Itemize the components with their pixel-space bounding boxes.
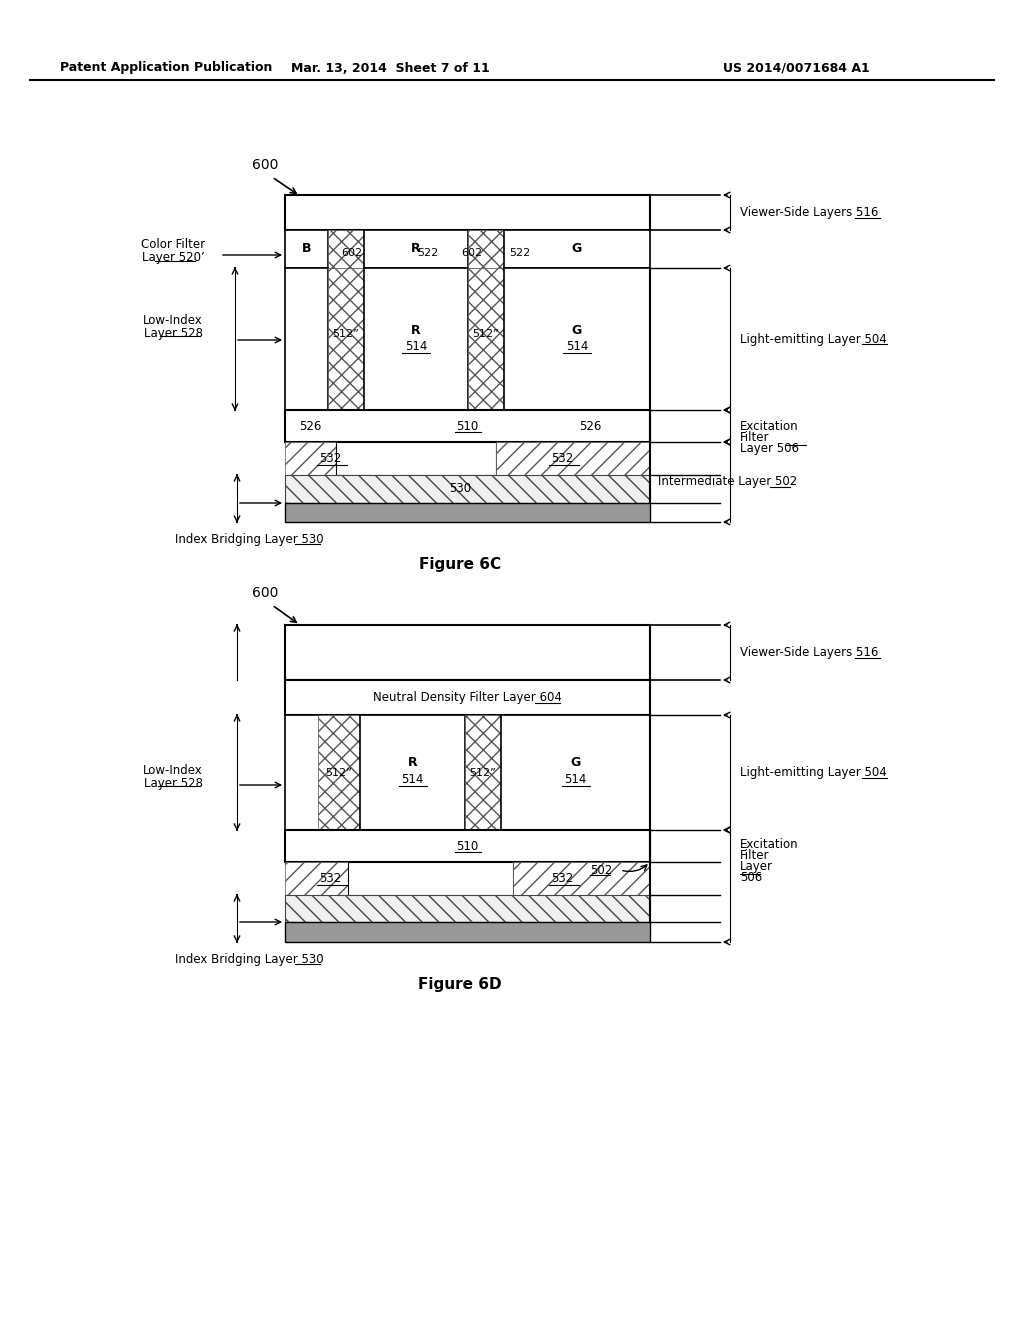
Text: Figure 6D: Figure 6D [418,977,502,991]
Bar [285,230,328,268]
Text: 512”: 512” [472,329,500,339]
Text: Light-emitting Layer 504: Light-emitting Layer 504 [740,766,887,779]
Text: 532: 532 [318,451,341,465]
Text: Layer 528: Layer 528 [143,326,203,339]
Text: Figure 6C: Figure 6C [419,557,501,572]
Text: 506: 506 [740,871,762,884]
Text: G: G [571,243,582,256]
Text: Filter: Filter [740,432,769,444]
Text: 602: 602 [341,248,362,257]
Bar [496,442,650,475]
Text: 530: 530 [449,483,471,495]
Text: Viewer-Side Layers 516: Viewer-Side Layers 516 [740,206,879,219]
Text: R: R [408,756,418,770]
Text: Viewer-Side Layers 516: Viewer-Side Layers 516 [740,645,879,659]
Text: 532: 532 [551,873,573,884]
Text: US 2014/0071684 A1: US 2014/0071684 A1 [723,62,870,74]
Bar [318,715,360,830]
Bar [501,715,650,830]
Text: 510: 510 [457,420,478,433]
Bar [285,475,650,503]
Text: Low-Index: Low-Index [143,314,203,326]
Text: Mar. 13, 2014  Sheet 7 of 11: Mar. 13, 2014 Sheet 7 of 11 [291,62,489,74]
Bar [336,442,496,475]
Bar [285,195,650,230]
Bar [328,268,364,411]
Bar [468,230,504,268]
Text: 514: 514 [401,774,424,785]
Text: Excitation: Excitation [740,420,799,433]
Text: 512”: 512” [326,767,352,777]
Bar [285,862,348,895]
Text: 514: 514 [564,774,587,785]
Text: G: G [571,325,582,338]
Text: 602: 602 [462,248,482,257]
Text: B: B [302,243,311,256]
Bar [504,230,650,268]
Bar [348,862,513,895]
Bar [285,268,328,411]
Text: G: G [570,756,581,770]
Text: Layer 528: Layer 528 [143,776,203,789]
Text: Filter: Filter [740,849,769,862]
Bar [285,624,650,680]
Text: Low-Index: Low-Index [143,763,203,776]
Text: 522: 522 [418,248,438,257]
Text: R: R [412,243,421,256]
Text: 600: 600 [252,158,279,172]
Bar [285,680,650,715]
Bar [504,268,650,411]
Text: 514: 514 [566,341,588,354]
Bar [465,715,501,830]
Bar [364,230,468,268]
Text: Light-emitting Layer 504: Light-emitting Layer 504 [740,333,887,346]
Text: 514: 514 [404,341,427,354]
Text: 526: 526 [299,420,322,433]
Text: Patent Application Publication: Patent Application Publication [60,62,272,74]
Text: Excitation: Excitation [740,838,799,851]
Text: 526: 526 [579,420,601,433]
Bar [468,268,504,411]
Bar [364,268,468,411]
Bar [285,895,650,921]
Text: Layer 506: Layer 506 [740,442,799,455]
Text: Layer 520’: Layer 520’ [141,252,205,264]
Text: 512”: 512” [470,767,497,777]
Text: 512”: 512” [333,329,359,339]
Text: 510: 510 [457,840,478,853]
Bar [285,715,360,830]
Bar [360,715,465,830]
Text: Index Bridging Layer 530: Index Bridging Layer 530 [175,533,324,546]
Text: 532: 532 [318,873,341,884]
Text: 600: 600 [252,586,279,601]
Text: Index Bridging Layer 530: Index Bridging Layer 530 [175,953,324,966]
Text: Intermediate Layer 502: Intermediate Layer 502 [658,475,798,488]
Text: R: R [412,325,421,338]
Bar [328,230,364,268]
Text: 532: 532 [551,451,573,465]
Bar [513,862,650,895]
Text: Layer: Layer [740,861,773,873]
Bar [285,830,650,862]
Bar [285,411,650,442]
Text: 502: 502 [590,863,612,876]
Bar [285,442,336,475]
Text: Neutral Density Filter Layer 604: Neutral Density Filter Layer 604 [373,690,562,704]
Bar [285,503,650,521]
Text: Color Filter: Color Filter [141,239,205,252]
Text: 522: 522 [509,248,530,257]
Bar [285,921,650,942]
